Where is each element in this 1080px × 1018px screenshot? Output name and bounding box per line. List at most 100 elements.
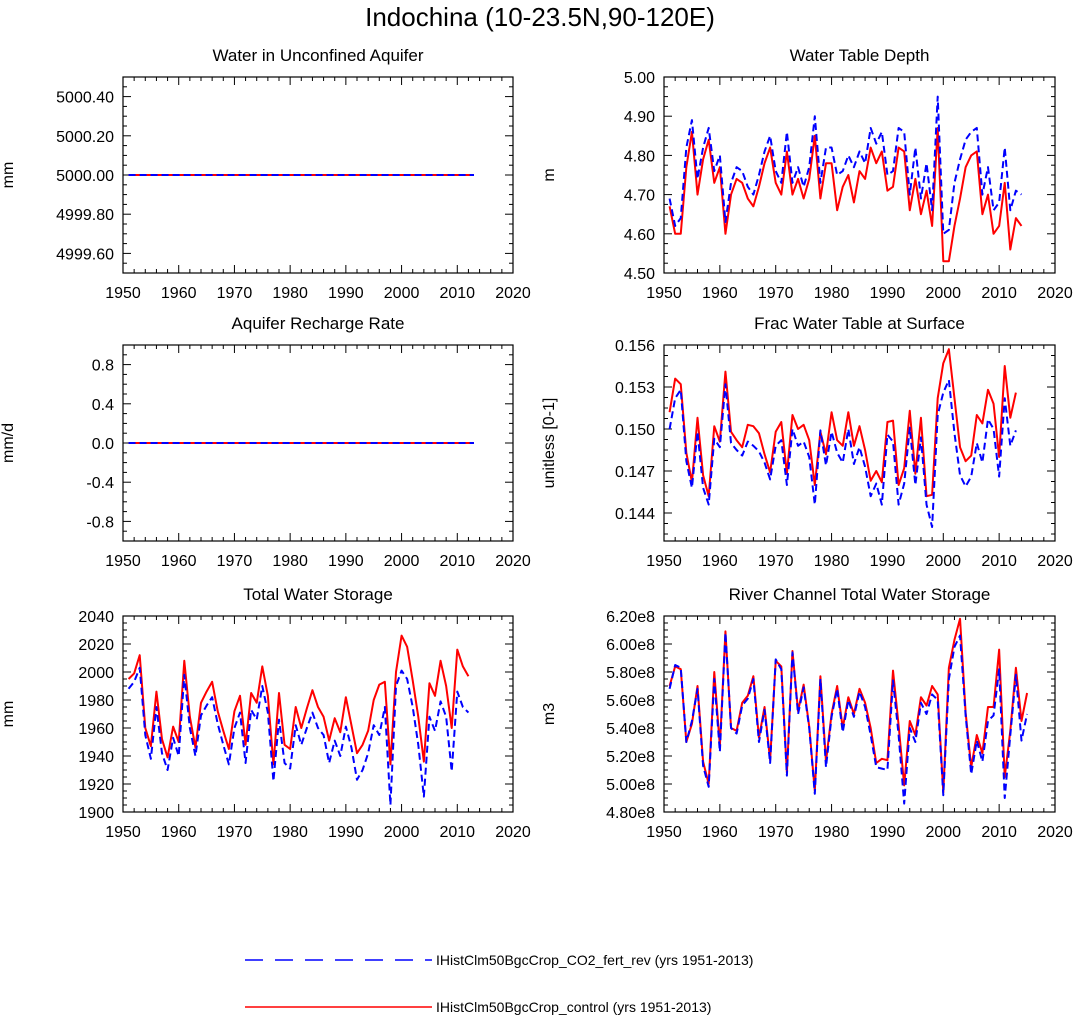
series-line-control [668,126,1023,263]
x-tick-label: 1990 [870,824,906,841]
y-tick-label: 5.80e8 [606,665,655,682]
x-tick-label: 1960 [161,285,197,302]
x-tick-label: 1980 [814,824,850,841]
y-tick-label: 5000.20 [56,129,114,146]
series-line-control [127,634,470,766]
x-tick-label: 1960 [161,553,197,570]
y-tick-label: 0.153 [615,380,655,397]
x-tick-label: 1980 [272,824,308,841]
y-tick-label: 5000.00 [56,168,114,185]
x-tick-label: 2000 [384,553,420,570]
x-tick-label: 2020 [1037,553,1073,570]
x-tick-label: 1950 [105,824,141,841]
y-axis-label: m [541,168,558,181]
x-tick-label: 1980 [814,553,850,570]
x-tick-label: 1960 [702,285,738,302]
y-axis-label: m3 [541,703,558,725]
series-line-control [668,348,1017,498]
x-tick-label: 2010 [981,824,1017,841]
x-tick-label: 2020 [1037,285,1073,302]
series-line-co2-fert-rev [668,631,1029,805]
chart-panels: Water in Unconfined Aquifer mm 1950 1960 197… [0,46,1073,841]
x-tick-label: 1990 [328,553,364,570]
y-tick-label: 0.150 [615,422,655,439]
chart-title: Aquifer Recharge Rate [232,314,405,333]
chart-panel-frac-water-table-at-surface: Frac Water Table at Surface unitless [0-1… [541,314,1073,570]
y-tick-label: 4.50 [624,266,655,283]
chart-panel-aquifer-recharge-rate: Aquifer Recharge Rate mm/d 1950 1960 1970 198… [0,314,531,570]
x-tick-label: 1980 [272,553,308,570]
y-tick-label: 1940 [78,749,114,766]
y-axis-label: mm/d [0,423,17,463]
x-tick-label: 1960 [702,824,738,841]
x-tick-label: 2020 [495,553,531,570]
chart-title: River Channel Total Water Storage [729,585,991,604]
x-tick-label: 1990 [328,824,364,841]
y-tick-label: 1920 [78,777,114,794]
series-line-co2-fert-rev [668,379,1017,528]
y-tick-label: 5.60e8 [606,693,655,710]
y-tick-label: 0.144 [615,506,655,523]
chart-title: Water Table Depth [790,46,930,65]
y-tick-label: 2040 [78,609,114,626]
x-tick-label: 2000 [925,553,961,570]
x-tick-label: 2010 [439,553,475,570]
x-tick-label: 1960 [161,824,197,841]
x-tick-label: 2020 [495,285,531,302]
x-tick-label: 1990 [870,285,906,302]
y-tick-label: -0.8 [86,514,114,531]
y-tick-label: 2000 [78,665,114,682]
x-tick-label: 1990 [870,553,906,570]
x-tick-label: 1970 [758,824,794,841]
x-tick-label: 1970 [758,285,794,302]
chart-panel-river-channel-total-water-storage: River Channel Total Water Storage m3 1950 1… [541,585,1073,841]
legend-label-co2-fert-rev: IHistClm50BgcCrop_CO2_fert_rev (yrs 1951… [436,952,753,968]
figure-title: Indochina (10-23.5N,90-120E) [365,2,715,32]
x-tick-label: 1950 [646,553,682,570]
y-tick-label: 6.00e8 [606,637,655,654]
series-line-co2-fert-rev [127,666,470,806]
y-tick-label: 5.40e8 [606,721,655,738]
x-tick-label: 1980 [814,285,850,302]
y-axis-label: mm [0,701,17,728]
y-tick-label: 5000.40 [56,90,114,107]
y-tick-label: 0.147 [615,464,655,481]
y-tick-label: 4.80 [624,148,655,165]
y-tick-label: 4.70 [624,188,655,205]
x-tick-label: 1950 [646,285,682,302]
legend: IHistClm50BgcCrop_CO2_fert_rev (yrs 1951… [245,952,753,1015]
chart-title: Frac Water Table at Surface [754,314,965,333]
y-tick-label: 0.8 [92,358,114,375]
x-tick-label: 1960 [702,553,738,570]
y-tick-label: 2020 [78,637,114,654]
x-tick-label: 2000 [925,824,961,841]
y-axis-label: mm [0,162,17,189]
x-tick-label: 1970 [217,824,253,841]
x-tick-label: 1980 [272,285,308,302]
x-tick-label: 2000 [925,285,961,302]
y-tick-label: 1980 [78,693,114,710]
legend-label-control: IHistClm50BgcCrop_control (yrs 1951-2013… [436,999,711,1015]
y-tick-label: 4.90 [624,109,655,126]
chart-title: Water in Unconfined Aquifer [212,46,423,65]
x-tick-label: 2010 [439,824,475,841]
y-tick-label: 0.4 [92,397,114,414]
x-tick-label: 2010 [981,285,1017,302]
y-tick-label: -0.4 [86,475,114,492]
y-tick-label: 5.00 [624,70,655,87]
y-tick-label: 1900 [78,805,114,822]
plot-frame [663,615,1056,813]
plot-frame [663,344,1056,542]
chart-panel-water-in-unconfined-aquifer: Water in Unconfined Aquifer mm 1950 1960 197… [0,46,531,302]
x-tick-label: 2020 [1037,824,1073,841]
y-tick-label: 4.80e8 [606,805,655,822]
y-tick-label: 4999.80 [56,207,114,224]
x-tick-label: 1950 [105,285,141,302]
x-tick-label: 2010 [439,285,475,302]
x-tick-label: 1950 [646,824,682,841]
chart-title: Total Water Storage [243,585,393,604]
x-tick-label: 1970 [217,285,253,302]
y-tick-label: 0.0 [92,436,114,453]
y-tick-label: 6.20e8 [606,609,655,626]
